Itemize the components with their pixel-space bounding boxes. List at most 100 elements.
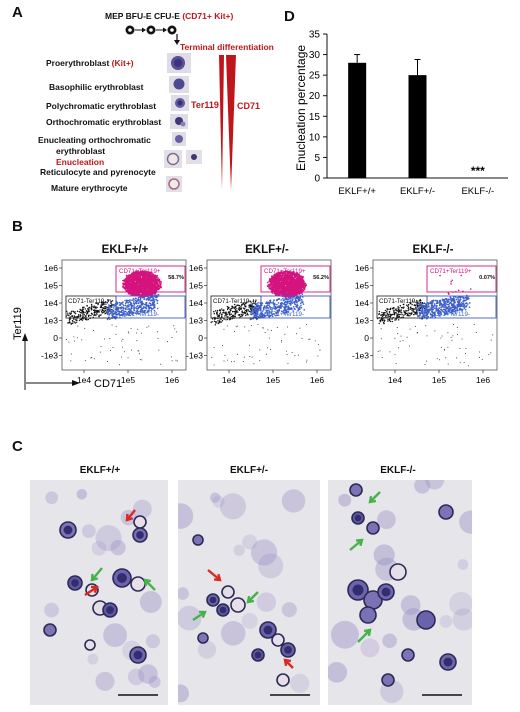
flow-event	[252, 299, 255, 301]
flow-event	[299, 286, 302, 288]
flow-event	[136, 284, 138, 287]
flow-event	[141, 359, 143, 361]
flow-event	[259, 360, 261, 362]
cd71-marker-label: CD71	[237, 101, 261, 111]
flow-event	[171, 360, 173, 362]
flow-event	[244, 326, 246, 328]
flow-event	[98, 314, 100, 316]
flow-event	[268, 279, 271, 281]
chart-ytick-label: 35	[309, 30, 321, 41]
flow-event	[294, 303, 297, 306]
flow-event	[245, 309, 248, 311]
flow-event	[287, 326, 289, 328]
terminal-differentiation-label: Terminal differentiation	[180, 42, 274, 52]
flow-event	[296, 297, 299, 299]
flow-event	[79, 314, 82, 316]
flow-event	[234, 310, 236, 313]
flow-event	[301, 337, 303, 339]
flow-event	[148, 286, 151, 288]
flow-event	[119, 364, 121, 366]
flow-event	[133, 309, 135, 311]
flow-event	[262, 327, 264, 329]
flow-event	[288, 283, 290, 286]
flow-event	[155, 287, 157, 290]
flow-event	[139, 289, 142, 292]
flow-event	[139, 310, 142, 313]
flow-event	[124, 302, 127, 305]
flow-event	[157, 331, 159, 333]
flow-event	[253, 309, 256, 312]
flow-event	[122, 303, 124, 306]
flow-event	[103, 310, 106, 313]
flow-event	[267, 302, 270, 304]
flow-event	[248, 306, 250, 308]
flow-event	[226, 313, 228, 315]
flow-event	[134, 299, 137, 302]
flow-event	[107, 310, 110, 313]
flow-y-label: Ter119	[12, 307, 24, 340]
flow-event	[136, 332, 138, 334]
flow-event	[272, 282, 275, 285]
flow-event	[111, 300, 114, 302]
flow-event	[122, 309, 124, 311]
flow-event	[91, 357, 93, 359]
flow-event	[228, 311, 230, 313]
flow-event	[122, 339, 124, 341]
flow-event	[297, 300, 299, 303]
flow-event	[256, 311, 259, 313]
flow-event	[224, 354, 226, 356]
flow-event	[125, 313, 128, 316]
flow-event	[88, 306, 91, 309]
flow-event	[225, 315, 228, 317]
flow-event	[279, 306, 281, 309]
flow-event	[221, 344, 223, 346]
flow-event	[141, 282, 143, 284]
flow-event	[149, 302, 152, 305]
flow-event	[261, 312, 263, 314]
flow-event	[137, 304, 139, 307]
flow-event	[78, 311, 81, 313]
flow-event	[136, 309, 139, 312]
flow-event	[223, 328, 225, 330]
flow-event	[302, 301, 304, 303]
flow-event	[306, 361, 308, 363]
flow-event	[66, 339, 68, 341]
flow-event	[142, 287, 145, 290]
flow-event	[298, 307, 301, 310]
flow-event	[120, 307, 122, 309]
flow-event	[84, 359, 86, 361]
flow-genotype-3: EKLF-/-	[412, 244, 454, 256]
flow-genotype-1: EKLF+/+	[101, 244, 149, 256]
flow-event	[283, 303, 286, 305]
flow-event	[143, 309, 146, 312]
flow-event	[266, 306, 269, 309]
flow-event	[286, 353, 288, 355]
flow-event	[90, 308, 93, 311]
flow-event	[148, 325, 150, 327]
flow-event	[159, 282, 162, 284]
flow-event	[292, 306, 295, 308]
flow-event	[106, 302, 109, 304]
flow-event	[236, 325, 238, 327]
flow-event	[246, 313, 248, 316]
flow-event	[106, 318, 109, 321]
flow-xtick-label: 1e6	[165, 375, 179, 385]
flow-event	[110, 305, 113, 307]
flow-event	[88, 308, 90, 310]
flow-event	[126, 279, 128, 281]
flow-event	[81, 319, 84, 321]
flow-event	[87, 308, 89, 310]
flow-xtick-label: 1e4	[222, 375, 236, 385]
flow-event	[291, 302, 293, 304]
flow-event	[95, 307, 97, 310]
flow-event	[134, 306, 136, 309]
flow-event	[122, 286, 124, 289]
flow-event	[243, 356, 245, 358]
flow-event	[153, 304, 155, 306]
flow-event	[146, 283, 149, 286]
flow-event	[157, 277, 159, 279]
flow-event	[111, 312, 114, 314]
flow-event	[174, 328, 176, 330]
flow-event	[171, 337, 173, 339]
